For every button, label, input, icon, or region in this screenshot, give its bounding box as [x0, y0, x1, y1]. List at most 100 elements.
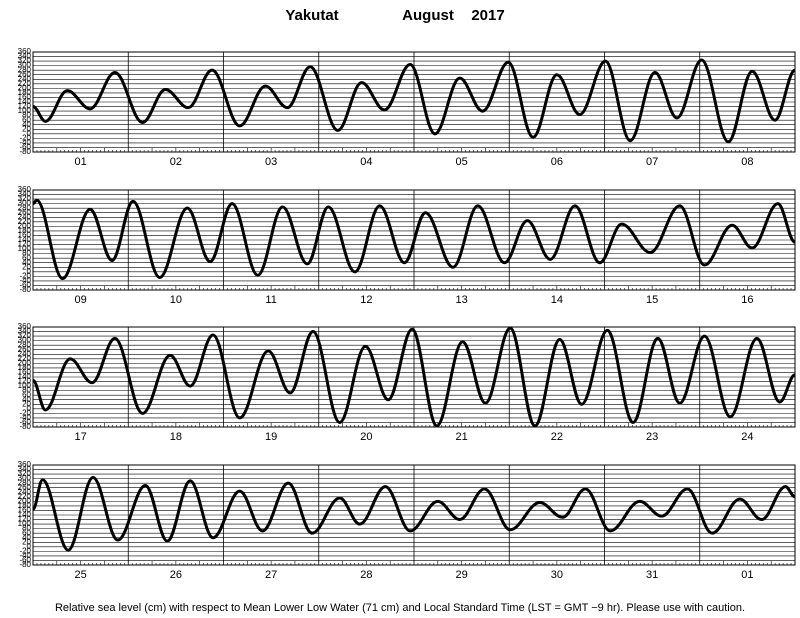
y-tick-label: -40 [19, 551, 31, 560]
y-tick-label: 100 [18, 106, 32, 115]
y-tick-label: 120 [18, 515, 32, 524]
y-tick-label: 60 [22, 390, 31, 399]
y-tick-label: 200 [18, 221, 32, 230]
x-tick-label: 24 [741, 431, 753, 443]
x-tick-label: 01 [75, 156, 87, 168]
y-tick-label: -80 [19, 285, 31, 294]
y-tick-label: 40 [22, 395, 31, 404]
y-tick-label: 360 [18, 460, 32, 469]
y-tick-label: 20 [22, 399, 31, 408]
y-tick-label: 0 [27, 542, 32, 551]
year-title: 2017 [471, 7, 504, 24]
y-tick-label: 260 [18, 70, 32, 79]
y-tick-label: -40 [19, 276, 31, 285]
y-tick-label: 140 [18, 97, 32, 106]
y-tick-label: 140 [18, 235, 32, 244]
x-tick-label: 29 [456, 569, 468, 581]
y-tick-label: 180 [18, 501, 32, 510]
y-tick-label: -60 [19, 281, 31, 290]
y-tick-label: 320 [18, 194, 32, 203]
y-tick-label: 80 [22, 111, 31, 120]
y-tick-label: 240 [18, 487, 32, 496]
y-tick-label: 40 [22, 533, 31, 542]
x-tick-label: 28 [360, 569, 372, 581]
x-tick-label: 25 [75, 569, 87, 581]
x-tick-label: 02 [170, 156, 182, 168]
y-tick-label: 260 [18, 345, 32, 354]
x-tick-label: 13 [456, 294, 468, 306]
y-tick-label: 280 [18, 203, 32, 212]
y-tick-label: -20 [19, 546, 31, 555]
x-tick-label: 31 [646, 569, 658, 581]
y-tick-label: 0 [27, 129, 32, 138]
y-tick-label: 0 [27, 267, 32, 276]
y-tick-label: 220 [18, 217, 32, 226]
y-tick-label: 220 [18, 492, 32, 501]
x-tick-label: 14 [551, 294, 563, 306]
y-tick-label: 340 [18, 465, 32, 474]
y-tick-label: 200 [18, 83, 32, 92]
x-tick-label: 06 [551, 156, 563, 168]
y-tick-label: 40 [22, 258, 31, 267]
x-tick-label: 07 [646, 156, 658, 168]
y-tick-label: 220 [18, 354, 32, 363]
x-tick-label: 11 [265, 294, 276, 306]
plot-frame [32, 189, 796, 291]
y-tick-label: 280 [18, 65, 32, 74]
x-tick-label: 23 [646, 431, 658, 443]
y-tick-label: 280 [18, 478, 32, 487]
y-tick-label: 120 [18, 102, 32, 111]
x-tick-label: 09 [75, 294, 87, 306]
tide-line [32, 198, 796, 281]
y-tick-label: -20 [19, 271, 31, 280]
y-tick-label: 340 [18, 52, 32, 61]
y-tick-label: 80 [22, 386, 31, 395]
y-tick-label: 260 [18, 208, 32, 217]
y-tick-label: 340 [18, 190, 32, 199]
y-tick-label: 300 [18, 199, 32, 208]
y-tick-label: 20 [22, 262, 31, 271]
month-title: August [402, 7, 454, 24]
y-tick-label: 60 [22, 528, 31, 537]
y-tick-label: 300 [18, 336, 32, 345]
y-tick-label: 360 [18, 47, 32, 56]
x-tick-label: 08 [741, 156, 753, 168]
y-tick-label: 120 [18, 377, 32, 386]
x-tick-label: 15 [646, 294, 658, 306]
y-tick-label: 20 [22, 537, 31, 546]
y-tick-label: 200 [18, 496, 32, 505]
y-tick-label: -80 [19, 422, 31, 431]
y-tick-label: 240 [18, 212, 32, 221]
y-tick-label: -60 [19, 143, 31, 152]
tide-line [31, 326, 796, 428]
plot-frame [32, 464, 796, 566]
y-tick-label: 100 [18, 519, 32, 528]
tide-line [32, 58, 796, 144]
y-tick-label: 200 [18, 358, 32, 367]
x-tick-label: 19 [265, 431, 277, 443]
y-tick-label: -40 [19, 413, 31, 422]
y-tick-label: 80 [22, 249, 31, 258]
x-tick-label: 12 [360, 294, 372, 306]
y-tick-label: 160 [18, 93, 32, 102]
y-tick-label: 320 [18, 56, 32, 65]
y-tick-label: 40 [22, 120, 31, 129]
y-tick-label: -80 [19, 147, 31, 156]
y-tick-label: 100 [18, 381, 32, 390]
y-tick-label: -60 [19, 418, 31, 427]
y-tick-label: 0 [27, 404, 32, 413]
x-tick-label: 17 [75, 431, 87, 443]
y-tick-label: 360 [18, 185, 32, 194]
y-tick-label: 180 [18, 88, 32, 97]
y-tick-label: 360 [18, 322, 32, 331]
y-tick-label: 60 [22, 253, 31, 262]
y-tick-label: 300 [18, 61, 32, 70]
y-tick-label: 220 [18, 79, 32, 88]
y-tick-label: 340 [18, 327, 32, 336]
y-tick-label: 180 [18, 363, 32, 372]
y-tick-label: 120 [18, 240, 32, 249]
y-tick-label: 320 [18, 469, 32, 478]
y-tick-label: -60 [19, 556, 31, 565]
